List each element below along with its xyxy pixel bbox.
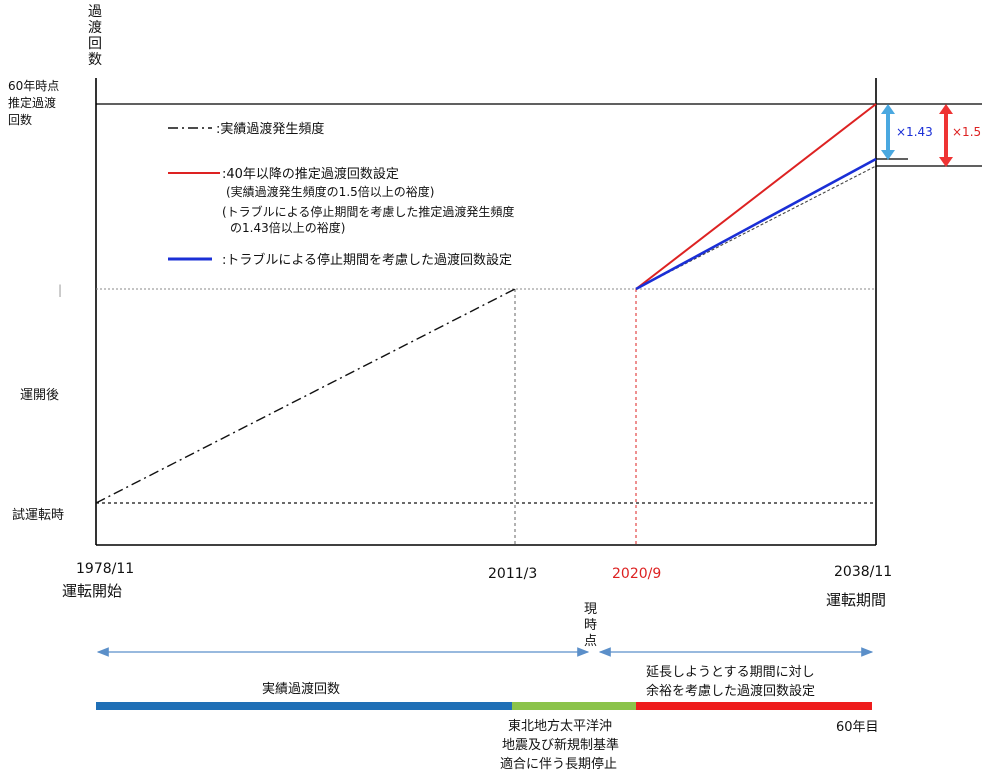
x-date-2020: 2020/9: [612, 566, 661, 582]
timeline-green-label-2: 地震及び新規制基準: [502, 737, 619, 753]
blue-multiplier-label: ×1.43: [896, 125, 933, 139]
y-axis-title-4: 数: [88, 52, 102, 68]
y-axis-title-3: 回: [88, 36, 102, 52]
legend-red-note3: の1.43倍以上の裕度): [230, 220, 345, 235]
y-axis-title-2: 渡: [88, 20, 102, 36]
x-start-label: 運転開始: [62, 582, 122, 600]
blue-multiplier-arrow: [881, 104, 895, 160]
legend-red-note1: (実績過渡発生頻度の1.5倍以上の裕度): [226, 184, 434, 199]
red-projection-line: [635, 103, 877, 290]
x-end-label: 運転期間: [826, 591, 886, 609]
timeline-green-label-3: 適合に伴う長期停止: [500, 756, 617, 772]
now-char-3: 点: [584, 634, 597, 649]
timeline-red-bar: [636, 702, 872, 710]
timeline-red-label-2: 余裕を考慮した過渡回数設定: [646, 683, 815, 699]
legend-red-note2: (トラブルによる停止期間を考慮した推定過渡発生頻度: [222, 204, 514, 219]
actual-frequency-line: [95, 288, 516, 504]
legend: :実績過渡発生頻度 :40年以降の推定過渡回数設定 (実績過渡発生頻度の1.5倍…: [168, 121, 514, 268]
timeline-green-bar: [512, 702, 636, 710]
x-date-2011: 2011/3: [488, 566, 537, 582]
y-label-60yr-2: 推定過渡: [8, 95, 56, 110]
timeline-red-label-1: 延長しようとする期間に対し: [646, 665, 815, 680]
blue-projection-line: [635, 157, 877, 291]
red-multiplier-arrow: [939, 104, 953, 167]
timeline-blue-bar: [96, 702, 512, 710]
legend-blue-label: :トラブルによる停止期間を考慮した過渡回数設定: [222, 252, 512, 268]
legend-red-label: :40年以降の推定過渡回数設定: [222, 166, 399, 182]
y-tick-mark: |: [58, 283, 62, 297]
y-label-60yr-3: 回数: [8, 112, 32, 127]
x-end-date: 2038/11: [834, 564, 892, 580]
y-axis-title-1: 過: [88, 4, 102, 20]
x-start-date: 1978/11: [76, 561, 134, 577]
now-char-1: 現: [584, 602, 597, 617]
timeline-end-label: 60年目: [836, 720, 879, 735]
now-char-2: 時: [584, 618, 597, 633]
y-label-after-start: 運開後: [20, 388, 59, 403]
y-label-trial: 試運転時: [12, 507, 64, 523]
legend-actual-label: :実績過渡発生頻度: [216, 121, 324, 137]
timeline-blue-label: 実績過渡回数: [262, 681, 340, 697]
y-label-60yr-1: 60年時点: [8, 79, 59, 93]
timeline-green-label-1: 東北地方太平洋沖: [508, 718, 612, 734]
red-multiplier-label: ×1.5: [952, 125, 981, 139]
